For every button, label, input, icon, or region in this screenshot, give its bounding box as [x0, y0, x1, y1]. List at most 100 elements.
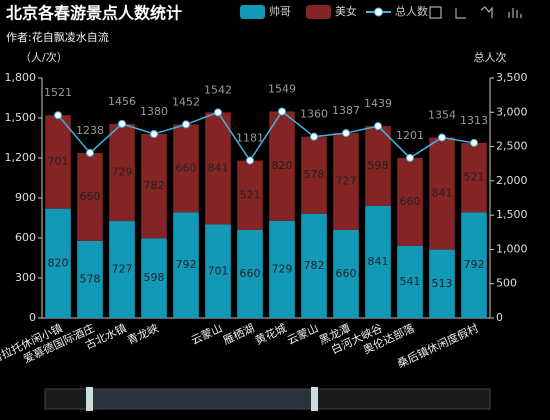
- zoom-handle[interactable]: [311, 387, 318, 411]
- line-point: [278, 107, 286, 116]
- bar-label: 578: [304, 168, 325, 181]
- line: [57, 110, 475, 162]
- tool-icon[interactable]: [455, 8, 466, 19]
- zoom-handle[interactable]: [86, 387, 93, 411]
- legend-label: 帅哥: [269, 5, 291, 18]
- bar-label: 521: [240, 188, 261, 201]
- line-label: 1549: [268, 82, 296, 95]
- bar-label: 598: [368, 159, 389, 172]
- line-point: [470, 138, 478, 147]
- bar: [173, 212, 199, 318]
- bar: [365, 126, 391, 206]
- bar: [333, 133, 359, 230]
- bar-label: 841: [368, 255, 389, 268]
- y2-tick-label: 3,500: [496, 71, 528, 84]
- y2-axis-label: 总人次: [474, 50, 507, 64]
- x-tick-label: 云蒙山: [189, 322, 224, 348]
- line-point: [310, 132, 318, 141]
- line-point: [406, 153, 414, 162]
- line-label: 1380: [140, 105, 168, 118]
- bar-label: 820: [48, 256, 69, 269]
- x-tick-label: 雁栖湖: [221, 321, 257, 348]
- y-axis-label: （人/次）: [20, 50, 68, 64]
- bar-label: 701: [48, 155, 69, 168]
- line-label: 1201: [396, 129, 424, 142]
- bar-label: 792: [464, 258, 485, 271]
- bar-label: 841: [432, 187, 453, 200]
- y-tick-label: 300: [15, 271, 36, 284]
- y-tick-label: 600: [15, 231, 36, 244]
- bar: [269, 111, 295, 221]
- bar: [269, 220, 295, 318]
- bar-label: 660: [80, 190, 101, 203]
- bar-label: 660: [176, 161, 197, 174]
- legend-label: 美女: [335, 4, 357, 18]
- x-tick-label: 黄花城: [253, 321, 289, 348]
- bar-label: 727: [336, 175, 357, 188]
- line-label: 1360: [300, 108, 328, 121]
- tool-icon[interactable]: [429, 6, 442, 19]
- y2-tick-label: 1,500: [496, 208, 528, 221]
- bar: [45, 115, 71, 209]
- y-tick-label: 1,800: [5, 71, 37, 84]
- line-point: [118, 119, 126, 128]
- y-tick-label: 1,500: [5, 111, 37, 124]
- bar: [77, 240, 103, 318]
- bar-label: 660: [400, 195, 421, 208]
- line-label: 1456: [108, 95, 136, 108]
- line-label: 1313: [460, 114, 488, 127]
- line-point: [438, 133, 446, 142]
- bar: [237, 160, 263, 230]
- bar-label: 660: [240, 267, 261, 280]
- data-zoom[interactable]: [44, 387, 491, 411]
- bar: [77, 152, 103, 241]
- line-point: [246, 156, 254, 165]
- y-tick-label: 0: [29, 311, 36, 324]
- x-tick-label: 云蒙山: [285, 322, 320, 348]
- bar-label: 660: [336, 267, 357, 280]
- bar: [173, 124, 199, 213]
- bar: [109, 221, 135, 318]
- line-label: 1387: [332, 104, 360, 117]
- bar: [333, 230, 359, 318]
- bar-label: 782: [144, 179, 165, 192]
- bar: [397, 157, 423, 246]
- bar-label: 729: [272, 262, 293, 275]
- line-label: 1521: [44, 86, 72, 99]
- line-label: 1439: [364, 97, 392, 110]
- line-point: [150, 130, 158, 138]
- y2-tick-label: 0: [496, 311, 503, 324]
- y2-tick-label: 1,000: [496, 242, 528, 255]
- bar: [301, 136, 327, 214]
- bar: [205, 112, 231, 225]
- bar: [109, 123, 135, 222]
- tool-icon[interactable]: [508, 8, 522, 18]
- bar: [301, 213, 327, 318]
- bar-label: 727: [112, 263, 133, 276]
- tool-icon[interactable]: [480, 6, 493, 18]
- toolbox[interactable]: [429, 6, 522, 19]
- bar: [397, 245, 423, 318]
- bar-label: 513: [432, 277, 453, 290]
- legend-swatch: [374, 7, 383, 17]
- line-label: 1542: [204, 83, 232, 96]
- y2-tick-label: 2,500: [496, 140, 528, 153]
- bar: [45, 208, 71, 318]
- legend-label: 总人数: [395, 4, 428, 18]
- line-label: 1181: [236, 132, 264, 145]
- y2-tick-label: 3,000: [496, 105, 528, 118]
- bar: [429, 137, 455, 250]
- bar-label: 792: [176, 258, 197, 271]
- chart-title: 北京各春游景点人数统计: [6, 4, 182, 23]
- zoom-window[interactable]: [90, 389, 314, 409]
- bar: [141, 238, 167, 318]
- bar: [461, 142, 487, 213]
- chart-subtitle: 作者:花自飘凌水自流: [6, 30, 109, 44]
- legend-swatch: [306, 5, 331, 19]
- y2-tick-label: 2,000: [496, 174, 528, 187]
- line-point: [214, 108, 222, 117]
- y-tick-label: 900: [15, 191, 36, 204]
- x-tick-label: 青龙峡: [125, 321, 161, 348]
- bar: [365, 205, 391, 318]
